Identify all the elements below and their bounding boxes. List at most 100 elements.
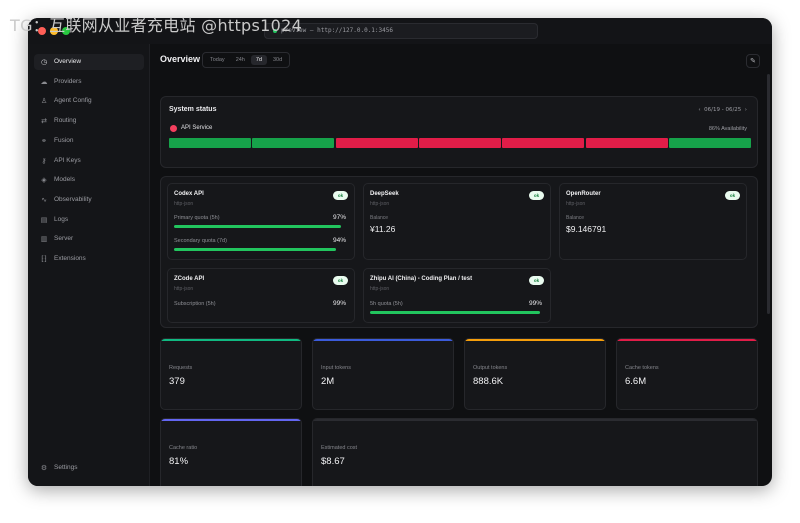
provider-card-zhipu-ai[interactable]: Zhipu AI (China) - Coding Plan / test ht…	[363, 268, 551, 323]
sidebar-item-label: Routing	[54, 117, 77, 125]
status-date-range: ‹ 06/19 - 06/25 ›	[698, 107, 747, 113]
service-name: API Service	[181, 125, 213, 131]
quota-progress-bar	[174, 225, 341, 228]
provider-card-zcode-api[interactable]: ZCode API http-json ok Subscription (5h)…	[167, 268, 355, 323]
range-tab-today[interactable]: Today	[210, 57, 225, 63]
metric-card-cache-tokens: Cache tokens 6.6M	[616, 338, 758, 410]
status-day-bar	[502, 138, 585, 148]
status-date-range-text: 06/19 - 06/25	[704, 107, 742, 113]
maximize-window-button[interactable]	[62, 27, 70, 35]
quota-value: 97%	[332, 214, 346, 221]
metric-accent-bar	[313, 419, 757, 421]
provider-card-codex-api[interactable]: Codex API http-json ok Primary quota (5h…	[167, 183, 355, 260]
metric-accent-bar	[313, 339, 453, 341]
watermark-text: TG：互联网从业者充电站 @https1024	[10, 16, 303, 35]
sidebar-item-label: Agent Config	[54, 97, 92, 105]
metric-label: Input tokens	[321, 365, 351, 371]
metric-value: $8.67	[321, 456, 345, 467]
sidebar-item-label: Overview	[54, 58, 82, 65]
sidebar-item-settings[interactable]: ⚙ Settings	[34, 460, 144, 476]
sidebar-item-overview[interactable]: ◷ Overview	[34, 54, 144, 70]
provider-protocol: http-json	[174, 201, 194, 207]
metric-value: 2M	[321, 376, 335, 387]
main-content: Overview Today 24h 7d 30d ✎ System statu…	[150, 44, 772, 486]
provider-name: OpenRouter	[566, 191, 601, 197]
sidebar-item-providers[interactable]: ☁ Providers	[34, 74, 144, 90]
range-tab-24h[interactable]: 24h	[235, 57, 245, 63]
sidebar-item-label: Extensions	[54, 255, 86, 262]
metric-value: 6.6M	[625, 376, 647, 387]
routing-icon: ⇄	[41, 117, 47, 126]
sidebar-item-fusion[interactable]: ⚭ Fusion	[34, 133, 144, 149]
chevron-right-icon[interactable]: ›	[744, 107, 747, 113]
balance-value: $9.146791	[566, 224, 607, 234]
system-status-title: System status	[169, 106, 217, 113]
metric-label: Output tokens	[473, 365, 508, 371]
status-day-bar	[669, 138, 752, 148]
quota-value: 99%	[528, 300, 542, 307]
chevron-left-icon[interactable]: ‹	[698, 107, 701, 113]
range-tab-30d[interactable]: 30d	[273, 57, 283, 63]
sidebar: ◷ Overview ☁ Providers ♙ Agent Config ⇄ Rout…	[28, 44, 150, 486]
provider-card-deepseek[interactable]: DeepSeek http-json ok Balance ¥11.26	[363, 183, 551, 260]
balance-value: ¥11.26	[370, 224, 396, 234]
sidebar-item-label: Server	[54, 235, 74, 243]
sidebar-item-api-keys[interactable]: ⚷ API Keys	[34, 153, 144, 169]
sidebar-item-agent-config[interactable]: ♙ Agent Config	[34, 93, 144, 109]
provider-card-openrouter[interactable]: OpenRouter http-json ok Balance $9.14679…	[559, 183, 747, 260]
metric-accent-bar	[465, 339, 605, 341]
edit-layout-button[interactable]: ✎	[746, 54, 760, 68]
provider-protocol: http-json	[370, 201, 390, 207]
address-bar[interactable]: preview — http://127.0.0.1:3456	[264, 23, 538, 39]
server-icon: ▥	[40, 235, 48, 244]
sidebar-item-label: Models	[54, 176, 75, 184]
status-day-bar	[252, 138, 335, 148]
sidebar-item-label: Observability	[54, 195, 92, 203]
gauge-icon: ◷	[40, 58, 48, 66]
status-badge: ok	[529, 276, 544, 285]
sidebar-item-routing[interactable]: ⇄ Routing	[34, 113, 144, 129]
quota-label: Primary quota (5h)	[174, 215, 220, 221]
minimize-window-button[interactable]	[50, 27, 58, 35]
quota-value: 99%	[332, 300, 346, 307]
fusion-icon: ⚭	[41, 136, 47, 145]
agent-icon: ♙	[40, 97, 48, 106]
address-text: preview — http://127.0.0.1:3456	[281, 27, 393, 34]
metric-card-input-tokens: Input tokens 2M	[312, 338, 454, 410]
metric-card-cache-ratio: Cache ratio 81%	[160, 418, 302, 486]
metric-value: 888.6K	[473, 376, 504, 387]
status-day-bar	[585, 138, 668, 148]
sidebar-item-extensions[interactable]: ⁅⁆ Extensions	[34, 251, 144, 267]
metric-accent-bar	[161, 419, 301, 421]
metric-card-estimated-cost: Estimated cost $8.67	[312, 418, 758, 486]
puzzle-icon: ⁅⁆	[41, 255, 47, 263]
status-day-bar	[169, 138, 251, 148]
providers-panel: Codex API http-json ok Primary quota (5h…	[160, 176, 758, 328]
metric-accent-bar	[617, 339, 757, 341]
quota-progress-bar	[174, 248, 336, 251]
sidebar-item-logs[interactable]: ▤ Logs	[34, 212, 144, 228]
sidebar-item-models[interactable]: ◈ Models	[34, 172, 144, 188]
metric-label: Cache ratio	[169, 445, 198, 451]
provider-name: Zhipu AI (China) - Coding Plan / test	[370, 276, 473, 282]
range-tab-7d[interactable]: 7d	[250, 55, 267, 65]
file-icon: ▤	[40, 215, 48, 224]
gear-icon: ⚙	[40, 464, 48, 472]
provider-protocol: http-json	[566, 201, 586, 207]
close-window-button[interactable]	[38, 27, 46, 35]
status-badge: ok	[725, 191, 740, 200]
metric-card-output-tokens: Output tokens 888.6K	[464, 338, 606, 410]
provider-name: Codex API	[174, 191, 204, 197]
provider-protocol: http-json	[174, 286, 194, 292]
scrollbar[interactable]	[767, 74, 770, 314]
sidebar-item-observability[interactable]: ∿ Observability	[34, 192, 144, 208]
time-range-selector: Today 24h 7d 30d	[202, 52, 291, 68]
key-icon: ⚷	[41, 156, 47, 165]
status-badge: ok	[529, 191, 544, 200]
activity-icon: ∿	[41, 195, 47, 204]
status-day-bar	[335, 138, 418, 148]
sidebar-item-server[interactable]: ▥ Server	[34, 231, 144, 247]
sidebar-item-label: Settings	[54, 464, 78, 471]
metric-label: Estimated cost	[321, 445, 358, 451]
status-badge: ok	[333, 276, 348, 285]
